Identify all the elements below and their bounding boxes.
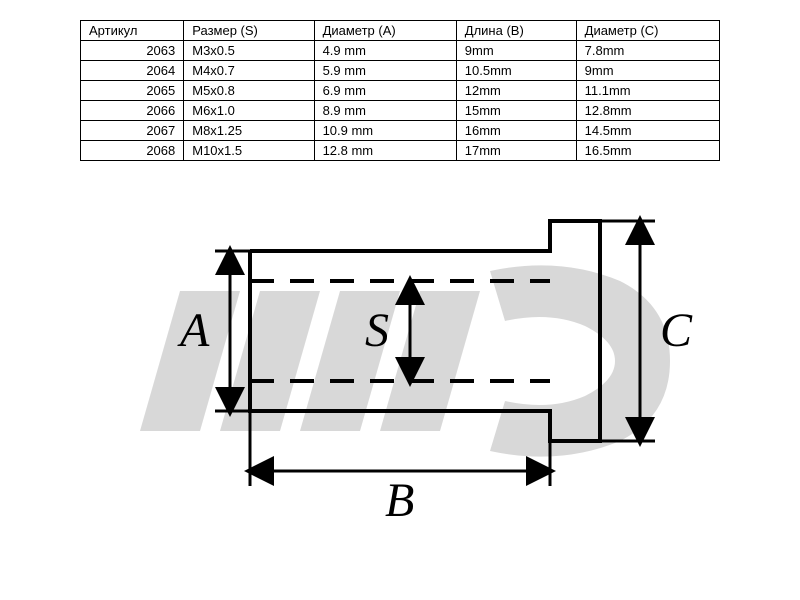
table-cell: 17mm [456, 141, 576, 161]
table-cell: 2064 [81, 61, 184, 81]
spec-table-container: АртикулРазмер (S)Диаметр (A)Длина (B)Диа… [80, 20, 720, 161]
table-cell: M5x0.8 [184, 81, 314, 101]
table-cell: M3x0.5 [184, 41, 314, 61]
part-schematic: A S C B [20, 181, 800, 541]
table-cell: M8x1.25 [184, 121, 314, 141]
table-header-cell: Артикул [81, 21, 184, 41]
table-cell: 10.9 mm [314, 121, 456, 141]
table-cell: 2063 [81, 41, 184, 61]
table-cell: 16.5mm [576, 141, 719, 161]
dim-label-s: S [365, 304, 389, 357]
table-cell: M4x0.7 [184, 61, 314, 81]
table-cell: 9mm [456, 41, 576, 61]
table-row: 2065M5x0.86.9 mm12mm11.1mm [81, 81, 720, 101]
table-row: 2064M4x0.75.9 mm10.5mm9mm [81, 61, 720, 81]
table-cell: 11.1mm [576, 81, 719, 101]
table-cell: M10x1.5 [184, 141, 314, 161]
dim-label-c: C [660, 304, 693, 357]
table-cell: 12.8mm [576, 101, 719, 121]
table-row: 2066M6x1.08.9 mm15mm12.8mm [81, 101, 720, 121]
table-row: 2063M3x0.54.9 mm9mm7.8mm [81, 41, 720, 61]
table-cell: M6x1.0 [184, 101, 314, 121]
table-row: 2067M8x1.2510.9 mm16mm14.5mm [81, 121, 720, 141]
table-cell: 2067 [81, 121, 184, 141]
table-cell: 7.8mm [576, 41, 719, 61]
table-cell: 16mm [456, 121, 576, 141]
technical-diagram: A S C B [20, 181, 800, 541]
table-cell: 10.5mm [456, 61, 576, 81]
table-cell: 2068 [81, 141, 184, 161]
table-cell: 12mm [456, 81, 576, 101]
table-cell: 4.9 mm [314, 41, 456, 61]
table-header-cell: Диаметр (C) [576, 21, 719, 41]
table-header-cell: Диаметр (A) [314, 21, 456, 41]
table-cell: 6.9 mm [314, 81, 456, 101]
table-header-cell: Размер (S) [184, 21, 314, 41]
table-cell: 2065 [81, 81, 184, 101]
spec-table: АртикулРазмер (S)Диаметр (A)Длина (B)Диа… [80, 20, 720, 161]
dim-label-a: A [177, 304, 210, 357]
table-cell: 5.9 mm [314, 61, 456, 81]
table-header-cell: Длина (B) [456, 21, 576, 41]
table-cell: 15mm [456, 101, 576, 121]
table-cell: 14.5mm [576, 121, 719, 141]
table-cell: 9mm [576, 61, 719, 81]
table-cell: 8.9 mm [314, 101, 456, 121]
dim-label-b: B [385, 474, 414, 527]
table-cell: 2066 [81, 101, 184, 121]
table-row: 2068M10x1.512.8 mm17mm16.5mm [81, 141, 720, 161]
table-cell: 12.8 mm [314, 141, 456, 161]
